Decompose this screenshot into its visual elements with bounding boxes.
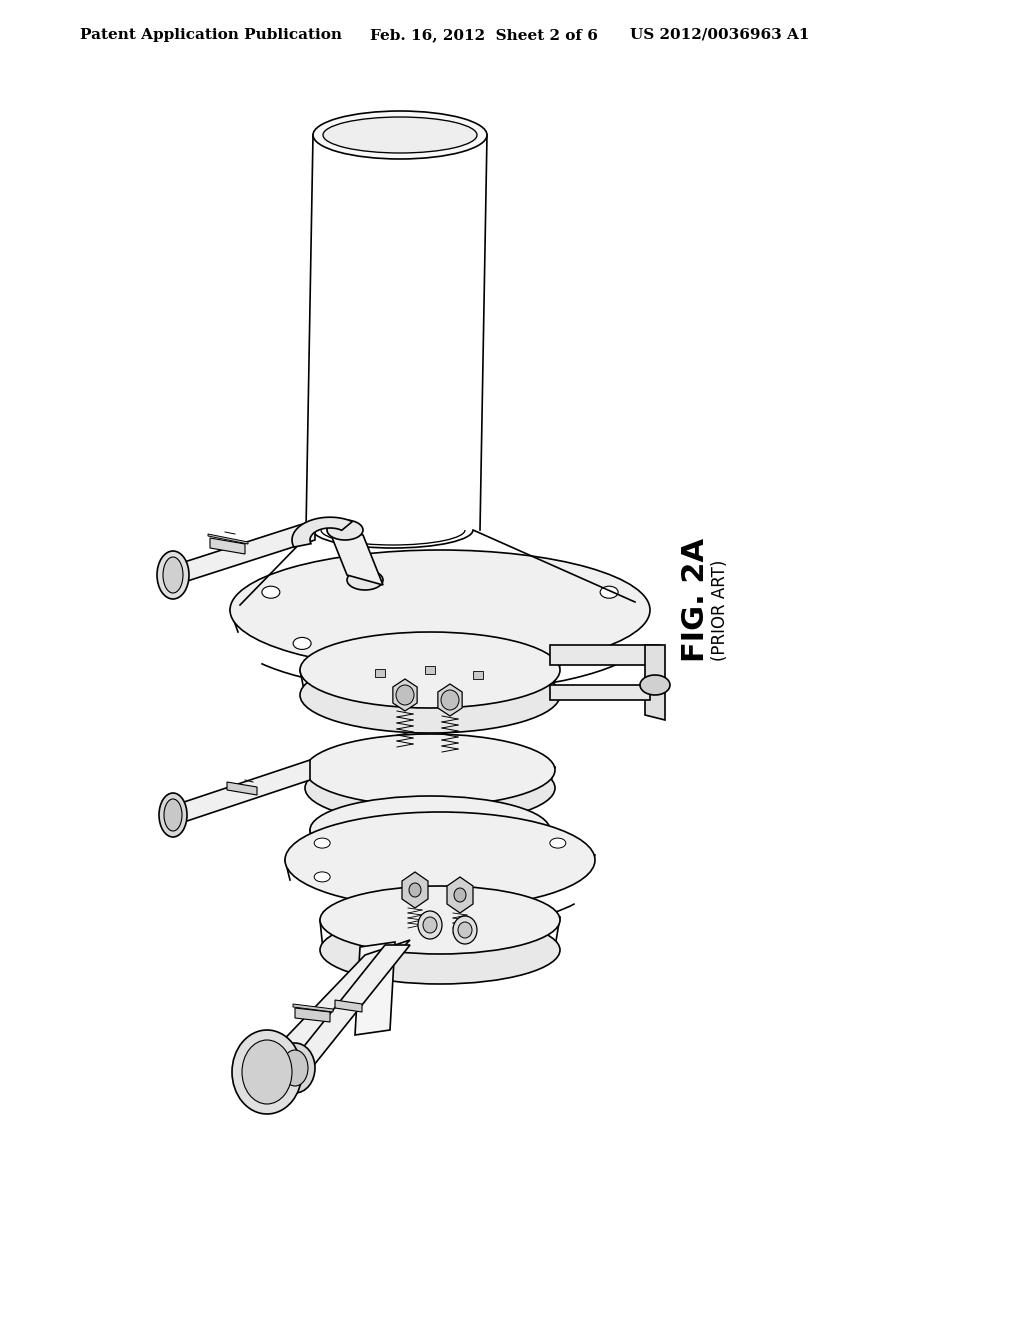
Ellipse shape <box>275 1043 315 1093</box>
Ellipse shape <box>300 657 560 733</box>
Ellipse shape <box>458 921 472 939</box>
Ellipse shape <box>163 557 183 593</box>
Ellipse shape <box>319 886 560 954</box>
Ellipse shape <box>313 111 487 158</box>
Polygon shape <box>208 535 248 544</box>
Text: Patent Application Publication: Patent Application Publication <box>80 28 342 42</box>
Polygon shape <box>375 669 385 677</box>
Ellipse shape <box>164 799 182 832</box>
Polygon shape <box>295 1008 330 1022</box>
Polygon shape <box>293 1005 333 1012</box>
Ellipse shape <box>418 911 442 939</box>
Polygon shape <box>447 876 473 913</box>
Ellipse shape <box>600 586 618 598</box>
Polygon shape <box>335 1001 362 1012</box>
Polygon shape <box>175 760 310 825</box>
Ellipse shape <box>441 690 459 710</box>
Ellipse shape <box>285 812 595 908</box>
Polygon shape <box>292 517 352 546</box>
Ellipse shape <box>159 793 187 837</box>
Polygon shape <box>285 945 410 1071</box>
Polygon shape <box>175 520 315 585</box>
Ellipse shape <box>453 916 477 944</box>
Ellipse shape <box>282 1049 308 1086</box>
Polygon shape <box>210 539 245 554</box>
Polygon shape <box>645 645 665 719</box>
Ellipse shape <box>640 675 670 696</box>
Polygon shape <box>327 525 383 585</box>
Ellipse shape <box>300 632 560 708</box>
Ellipse shape <box>396 685 414 705</box>
Polygon shape <box>393 678 417 711</box>
Ellipse shape <box>230 550 650 671</box>
Polygon shape <box>227 781 257 795</box>
Ellipse shape <box>319 916 560 983</box>
Ellipse shape <box>314 873 330 882</box>
Ellipse shape <box>423 917 437 933</box>
Ellipse shape <box>327 520 362 540</box>
Polygon shape <box>438 684 462 715</box>
Text: (PRIOR ART): (PRIOR ART) <box>711 560 729 661</box>
Text: FIG. 2A: FIG. 2A <box>681 539 710 663</box>
Ellipse shape <box>454 888 466 902</box>
Ellipse shape <box>293 638 311 649</box>
Polygon shape <box>550 645 660 665</box>
Text: Feb. 16, 2012  Sheet 2 of 6: Feb. 16, 2012 Sheet 2 of 6 <box>370 28 598 42</box>
Ellipse shape <box>347 570 383 590</box>
Polygon shape <box>306 135 487 531</box>
Ellipse shape <box>305 734 555 807</box>
Ellipse shape <box>242 1040 292 1104</box>
Ellipse shape <box>232 1030 302 1114</box>
Ellipse shape <box>550 838 566 847</box>
Ellipse shape <box>323 117 477 153</box>
Polygon shape <box>425 667 435 675</box>
Polygon shape <box>402 873 428 908</box>
Polygon shape <box>355 942 395 1035</box>
Ellipse shape <box>314 838 330 847</box>
Ellipse shape <box>310 810 550 879</box>
Ellipse shape <box>262 586 280 598</box>
Ellipse shape <box>305 752 555 824</box>
Polygon shape <box>473 671 483 678</box>
Polygon shape <box>550 685 650 700</box>
Text: US 2012/0036963 A1: US 2012/0036963 A1 <box>630 28 810 42</box>
Polygon shape <box>245 940 410 1080</box>
Ellipse shape <box>157 550 189 599</box>
Ellipse shape <box>409 883 421 898</box>
Ellipse shape <box>310 796 550 865</box>
